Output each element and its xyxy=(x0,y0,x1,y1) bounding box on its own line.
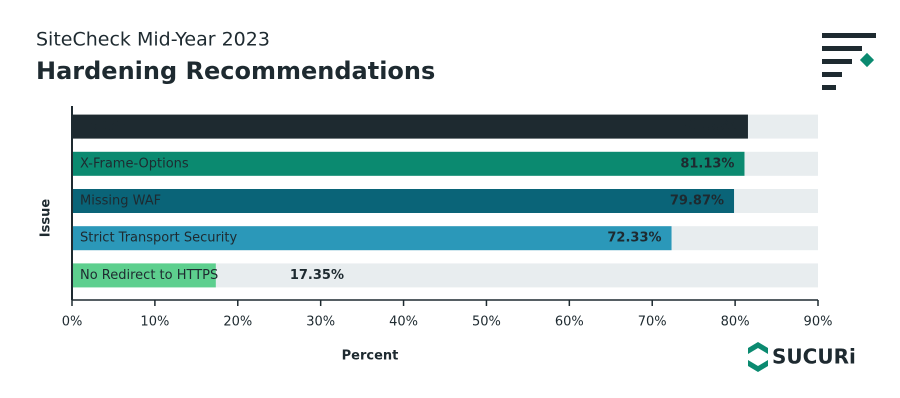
x-tick-label: 50% xyxy=(472,315,501,330)
category-label: Strict Transport Security xyxy=(80,231,238,246)
bar xyxy=(72,263,216,288)
chart-title: Hardening Recommendations xyxy=(36,57,435,85)
bar xyxy=(72,151,745,176)
x-tick-label: 60% xyxy=(555,315,584,330)
value-label: 81.55% xyxy=(684,119,738,134)
category-label: Missing WAF xyxy=(80,194,161,209)
bar xyxy=(72,189,735,213)
header-icon xyxy=(822,33,876,90)
x-tick-label: 70% xyxy=(638,315,667,330)
x-tick-label: 20% xyxy=(223,315,252,330)
category-label: No CSP xyxy=(80,119,127,134)
category-label: No Redirect to HTTPS xyxy=(80,268,218,283)
value-label: 79.87% xyxy=(670,194,724,209)
x-tick-label: 80% xyxy=(721,315,750,330)
bar xyxy=(72,114,748,139)
x-tick-label: 30% xyxy=(306,315,335,330)
y-axis-label: Issue xyxy=(39,199,54,238)
chart-supertitle: SiteCheck Mid-Year 2023 xyxy=(36,29,270,51)
logo: SUCURi xyxy=(772,345,856,369)
category-label: X-Frame-Options xyxy=(80,156,189,171)
x-tick-label: 40% xyxy=(389,315,418,330)
bar xyxy=(72,226,672,251)
value-label: 81.13% xyxy=(680,156,734,171)
x-tick-label: 90% xyxy=(804,315,833,330)
x-tick-label: 10% xyxy=(140,315,169,330)
value-label: 17.35% xyxy=(290,268,344,283)
x-axis-label: Percent xyxy=(342,349,399,364)
logo-icon xyxy=(748,342,768,372)
value-label: 72.33% xyxy=(607,231,661,246)
x-tick-label: 0% xyxy=(62,315,83,330)
